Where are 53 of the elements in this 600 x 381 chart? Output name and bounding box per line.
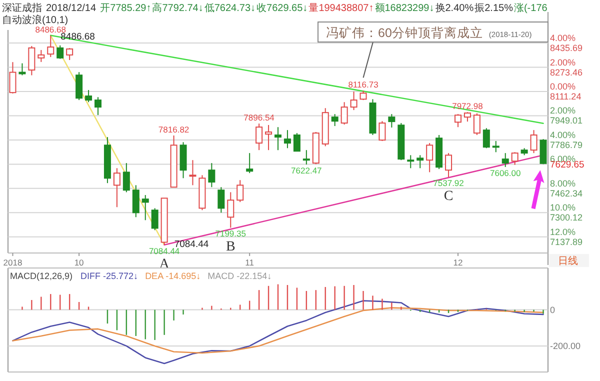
text: 量199438807↑ — [308, 3, 374, 14]
series-label: MACD -22.154↓ — [208, 271, 272, 281]
annotation: 8116.73 — [348, 80, 379, 90]
text: 换2.40% — [435, 2, 474, 14]
annotation: 7606.00 — [490, 168, 521, 178]
text: 低7624.73↓ — [204, 3, 256, 14]
y-tick-label: -200.00 — [550, 340, 581, 351]
text: DEA -14.695↓ — [145, 271, 201, 281]
annotation: 7896.54 — [244, 112, 275, 123]
text: 收7629.65↓ — [256, 3, 308, 14]
annotation: 7622.47 — [291, 166, 322, 176]
y-tick-label: 0 — [550, 304, 556, 315]
y2-tick-label: 4.00% — [550, 130, 576, 140]
y-tick-label: 8273.46 — [550, 67, 583, 78]
annotation: 7199.35 — [215, 228, 246, 239]
text: 高7792.74↓ — [152, 2, 204, 14]
annotation: B — [226, 240, 236, 255]
text: 振2.15% — [474, 2, 514, 14]
y2-tick-label: 2.00% — [550, 57, 576, 68]
y2-tick-label: 8.00% — [550, 178, 576, 188]
annotation: 7084.44 — [148, 246, 180, 256]
text: 涨(-176 — [514, 2, 548, 14]
text: 日线 — [558, 255, 578, 267]
annotation: 7816.82 — [158, 124, 190, 134]
y-tick-label: 7462.34 — [550, 188, 583, 198]
x-tick-label: 12 — [453, 258, 463, 268]
y-tick-label: 8435.69 — [550, 43, 583, 54]
chart-title: MACD(12,26,9) — [10, 271, 73, 281]
annotation: 7537.92 — [433, 178, 464, 188]
text: 开7785.29↑ — [100, 3, 152, 14]
line-series — [12, 307, 544, 354]
y2-tick-label: 10.0% — [550, 202, 576, 213]
annotation: C — [444, 189, 454, 204]
x-tick-label: 2018 — [3, 258, 22, 268]
text: DIFF -25.772↓ — [80, 271, 138, 281]
annotation: 冯矿伟：60分钟顶背离成立 — [326, 25, 483, 40]
y2-tick-label: 12.0% — [550, 226, 576, 237]
chart-title: 深证成指 — [2, 2, 42, 14]
chart-subtitle: 2018/12/14 — [46, 3, 96, 14]
text: 额16823299↓ — [374, 2, 434, 14]
x-tick-label: 11 — [245, 258, 254, 268]
line-series — [12, 300, 544, 364]
x-tick-label: 10 — [74, 258, 84, 268]
y2-tick-label: 2.00% — [550, 106, 576, 116]
text: 自动波浪(10,1) — [2, 14, 68, 26]
y-tick-label: 7786.79 — [550, 140, 583, 150]
annotation: 7972.98 — [452, 101, 484, 112]
y-tick-label: 7137.89 — [550, 236, 583, 247]
y2-tick-label: 4.00% — [550, 33, 576, 44]
y-tick-label: 7300.12 — [550, 212, 583, 223]
y-tick-label: 7949.01 — [550, 116, 583, 126]
y-tick-label: 8111.24 — [550, 92, 582, 102]
y2-tick-label: 0.00% — [550, 82, 576, 92]
